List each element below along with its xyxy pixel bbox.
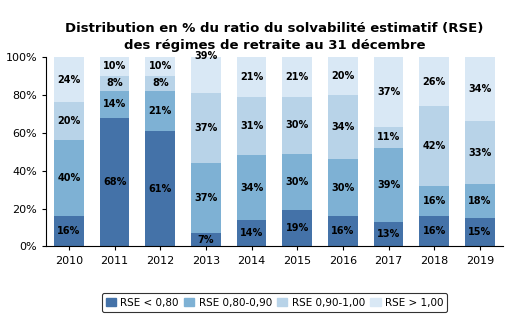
Text: 8%: 8%	[152, 78, 169, 88]
Bar	[374, 127, 403, 148]
Text: 30%: 30%	[286, 120, 309, 130]
Bar	[54, 216, 84, 246]
Bar	[100, 76, 129, 91]
Text: 19%: 19%	[286, 223, 309, 234]
Bar	[54, 57, 84, 102]
Bar	[191, 93, 221, 163]
Text: 68%: 68%	[103, 177, 126, 187]
Text: 30%: 30%	[286, 177, 309, 187]
Bar	[420, 216, 449, 246]
Text: 21%: 21%	[286, 72, 309, 82]
Bar	[420, 106, 449, 186]
Bar	[283, 97, 312, 154]
Bar	[100, 91, 129, 118]
Text: 39%: 39%	[194, 51, 218, 61]
Text: 15%: 15%	[468, 227, 491, 237]
Text: 37%: 37%	[194, 123, 218, 133]
Bar	[328, 159, 358, 216]
Text: 7%: 7%	[198, 235, 214, 245]
Text: 39%: 39%	[377, 180, 400, 190]
Text: 37%: 37%	[377, 87, 400, 97]
Bar	[237, 220, 266, 246]
Text: 16%: 16%	[423, 226, 446, 236]
Bar	[465, 218, 495, 246]
Bar	[420, 57, 449, 106]
Bar	[374, 57, 403, 127]
Bar	[237, 155, 266, 220]
Text: 14%: 14%	[240, 228, 263, 238]
Text: 24%: 24%	[57, 75, 81, 85]
Bar	[191, 19, 221, 93]
Bar	[100, 118, 129, 246]
Bar	[328, 57, 358, 95]
Text: 30%: 30%	[331, 183, 354, 193]
Bar	[283, 154, 312, 210]
Text: 31%: 31%	[240, 121, 263, 131]
Text: 34%: 34%	[240, 183, 263, 193]
Text: 10%: 10%	[149, 61, 172, 71]
Bar	[374, 148, 403, 222]
Text: 14%: 14%	[103, 99, 126, 109]
Legend: RSE < 0,80, RSE 0,80-0,90, RSE 0,90-1,00, RSE > 1,00: RSE < 0,80, RSE 0,80-0,90, RSE 0,90-1,00…	[102, 293, 447, 312]
Bar	[283, 57, 312, 97]
Bar	[237, 97, 266, 155]
Bar	[191, 233, 221, 246]
Text: 8%: 8%	[106, 78, 123, 88]
Text: 33%: 33%	[468, 148, 491, 158]
Text: 40%: 40%	[57, 173, 81, 183]
Bar	[146, 91, 175, 131]
Text: 20%: 20%	[57, 116, 81, 126]
Bar	[328, 95, 358, 159]
Bar	[146, 76, 175, 91]
Text: 16%: 16%	[57, 226, 81, 236]
Text: 16%: 16%	[331, 226, 354, 236]
Text: 16%: 16%	[423, 196, 446, 206]
Text: 21%: 21%	[149, 106, 172, 116]
Text: 10%: 10%	[103, 61, 126, 71]
Text: 11%: 11%	[377, 132, 400, 143]
Bar	[146, 131, 175, 246]
Title: Distribution en % du ratio du solvabilité estimatif (RSE)
des régimes de retrait: Distribution en % du ratio du solvabilit…	[65, 21, 484, 52]
Text: 34%: 34%	[331, 122, 354, 132]
Bar	[465, 184, 495, 218]
Bar	[191, 163, 221, 233]
Bar	[374, 222, 403, 246]
Bar	[146, 57, 175, 76]
Bar	[465, 57, 495, 121]
Bar	[54, 102, 84, 140]
Bar	[54, 140, 84, 216]
Text: 34%: 34%	[468, 84, 491, 94]
Text: 42%: 42%	[423, 141, 446, 151]
Text: 20%: 20%	[331, 71, 354, 81]
Text: 13%: 13%	[377, 229, 400, 239]
Bar	[100, 57, 129, 76]
Bar	[328, 216, 358, 246]
Text: 61%: 61%	[149, 184, 172, 194]
Bar	[465, 121, 495, 184]
Bar	[283, 210, 312, 246]
Bar	[420, 186, 449, 216]
Text: 26%: 26%	[423, 76, 446, 87]
Bar	[237, 57, 266, 97]
Text: 21%: 21%	[240, 72, 263, 82]
Text: 37%: 37%	[194, 193, 218, 203]
Text: 18%: 18%	[468, 196, 491, 206]
